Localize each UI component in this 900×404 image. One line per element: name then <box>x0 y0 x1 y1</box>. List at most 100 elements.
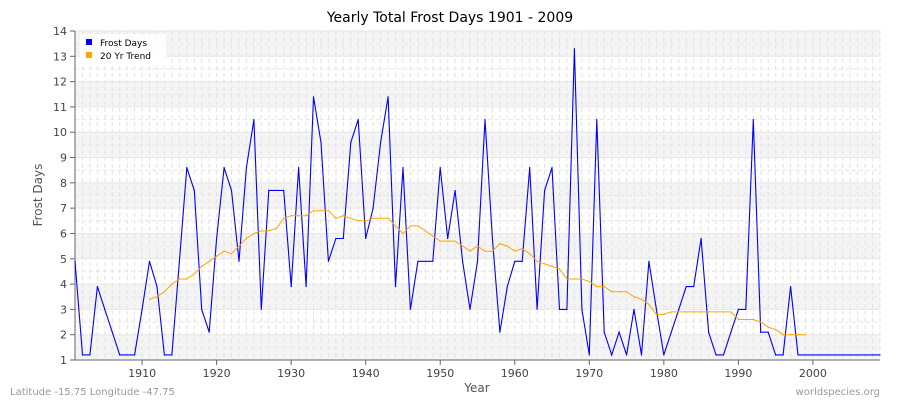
frost-days-point <box>581 308 583 310</box>
trend-point <box>148 298 151 300</box>
frost-days-point <box>469 308 471 310</box>
frost-days-point <box>551 167 553 169</box>
frost-days-point <box>588 354 590 356</box>
frost-days-point <box>193 189 195 192</box>
frost-days-point <box>842 354 844 356</box>
frost-days-point <box>603 331 605 333</box>
frost-days-point <box>394 286 397 288</box>
y-tick-label: 1 <box>60 354 67 367</box>
frost-days-point <box>618 331 620 333</box>
frost-days-point <box>484 118 486 121</box>
frost-days-point <box>156 286 158 288</box>
x-tick-label: 1940 <box>352 367 380 380</box>
trend-point <box>715 311 717 313</box>
trend-point <box>700 311 702 313</box>
y-tick-label: 13 <box>53 50 67 63</box>
frost-days-point <box>223 167 225 169</box>
trend-point <box>208 260 210 262</box>
frost-days-point <box>178 260 180 262</box>
trend-point <box>283 217 285 219</box>
frost-days-point <box>417 260 419 262</box>
frost-days-point <box>573 48 575 50</box>
frost-days-point <box>804 354 807 356</box>
trend-point <box>193 273 195 275</box>
legend: Frost Days 20 Yr Trend <box>80 34 166 64</box>
trend-point <box>424 230 426 232</box>
frost-days-point <box>857 354 859 356</box>
frost-days-point <box>819 354 821 356</box>
frost-days-point <box>797 354 799 356</box>
frost-days-point <box>499 331 501 333</box>
x-tick-label: 1920 <box>203 367 231 380</box>
frost-days-point <box>625 354 628 356</box>
frost-days-point <box>521 260 523 262</box>
frost-days-point <box>365 237 367 240</box>
frost-days-point <box>432 260 434 262</box>
trend-point <box>238 245 240 247</box>
frost-days-point <box>372 207 374 209</box>
trend-point <box>223 250 225 252</box>
trend-point <box>245 237 248 240</box>
trend-point <box>454 240 456 242</box>
frost-days-point <box>678 308 680 310</box>
frost-days-point <box>745 308 747 310</box>
frost-days-point <box>529 167 531 169</box>
trend-point <box>581 278 583 280</box>
trend-point <box>782 334 784 336</box>
trend-point <box>342 215 344 217</box>
trend-point <box>432 235 434 237</box>
y-tick-label: 2 <box>60 329 67 342</box>
frost-days-point <box>648 260 650 262</box>
frost-days-point <box>454 189 456 192</box>
trend-point <box>305 215 307 217</box>
frost-days-point <box>104 308 106 310</box>
frost-days-point <box>566 308 568 310</box>
frost-days-point <box>670 331 672 333</box>
x-tick-label: 2000 <box>799 367 827 380</box>
frost-days-point <box>789 286 792 288</box>
legend-label-trend: 20 Yr Trend <box>100 52 151 62</box>
frost-days-point <box>171 354 173 356</box>
y-tick-label: 4 <box>60 278 67 291</box>
trend-point <box>178 278 180 280</box>
trend-point <box>633 296 635 298</box>
frost-days-point <box>730 331 732 333</box>
y-tick-label: 10 <box>53 126 67 139</box>
y-tick-label: 11 <box>53 101 67 114</box>
trend-point <box>365 220 367 222</box>
frost-days-point <box>871 354 874 356</box>
frost-days-point <box>700 237 702 240</box>
frost-days-point <box>834 354 836 356</box>
trend-point <box>573 278 575 280</box>
trend-point <box>760 321 762 323</box>
trend-point <box>372 217 374 219</box>
trend-point <box>558 268 561 270</box>
frost-days-point <box>715 354 717 356</box>
frost-days-point <box>141 308 143 310</box>
frost-days-point <box>148 260 151 262</box>
trend-point <box>350 217 352 219</box>
frost-days-point <box>514 260 516 262</box>
frost-days-point <box>163 354 166 356</box>
trend-point <box>529 253 531 255</box>
trend-point <box>260 230 262 232</box>
trend-point <box>499 242 501 245</box>
trend-point <box>752 318 754 321</box>
x-tick-label: 1930 <box>277 367 305 380</box>
trend-point <box>514 250 516 252</box>
trend-point <box>506 245 508 247</box>
frost-days-point <box>327 260 330 262</box>
frost-days-point <box>305 286 307 288</box>
trend-point <box>320 210 322 212</box>
trend-point <box>804 334 807 336</box>
footer-coordinates: Latitude -15.75 Longitude -47.75 <box>10 387 175 398</box>
frost-days-point <box>253 118 255 121</box>
trend-point <box>402 232 404 235</box>
frost-days-point <box>275 189 277 192</box>
legend-label-frost-days: Frost Days <box>100 39 147 49</box>
frost-days-point <box>111 331 113 333</box>
trend-point <box>357 220 359 222</box>
trend-point <box>693 311 695 313</box>
trend-point <box>312 210 315 212</box>
